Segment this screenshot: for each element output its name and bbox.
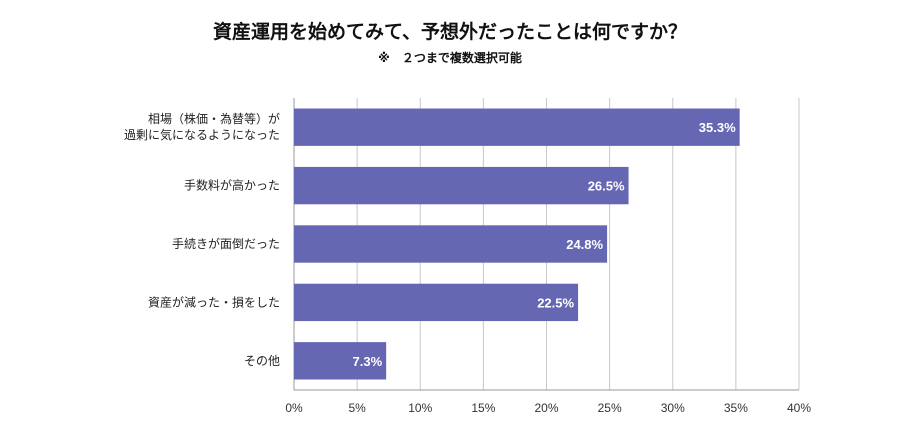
bar: [294, 108, 740, 146]
category-label: 過剰に気になるようになった: [124, 127, 280, 142]
x-tick-label: 5%: [348, 401, 366, 415]
x-tick-label: 0%: [285, 401, 303, 415]
data-label: 26.5%: [588, 179, 625, 194]
data-label: 7.3%: [353, 354, 383, 369]
x-tick-label: 35%: [724, 401, 748, 415]
x-axis-ticks: 0% 5% 10% 15% 20% 25% 30% 35% 40%: [285, 401, 811, 415]
category-label: 資産が減った・損をした: [148, 294, 280, 309]
category-label: 手数料が高かった: [184, 178, 280, 193]
category-label: 相場（株価・為替等）が: [148, 111, 280, 126]
x-tick-label: 15%: [471, 401, 495, 415]
category-label: 手続きが面倒だった: [172, 236, 280, 251]
bar: [294, 166, 629, 205]
bar-layer: 35.3% 26.5% 24.8% 22.5% 7.3%: [294, 108, 740, 380]
bar: [294, 342, 387, 380]
x-tick-label: 10%: [408, 401, 432, 415]
x-tick-label: 40%: [787, 401, 811, 415]
x-tick-label: 25%: [598, 401, 622, 415]
x-tick-label: 20%: [534, 401, 558, 415]
category-labels: 相場（株価・為替等）が過剰に気になるようになった手数料が高かった手続きが面倒だっ…: [124, 111, 280, 368]
chart-subtitle: ※ ２つまで複数選択可能: [378, 50, 522, 65]
x-tick-label: 30%: [661, 401, 685, 415]
data-label: 22.5%: [537, 295, 574, 310]
bar: [294, 283, 579, 322]
category-label: その他: [244, 354, 280, 368]
chart-title: 資産運用を始めてみて、予想外だったことは何ですか？: [213, 20, 687, 43]
data-label: 24.8%: [566, 237, 603, 252]
data-label: 35.3%: [699, 120, 736, 135]
bar: [294, 225, 608, 263]
